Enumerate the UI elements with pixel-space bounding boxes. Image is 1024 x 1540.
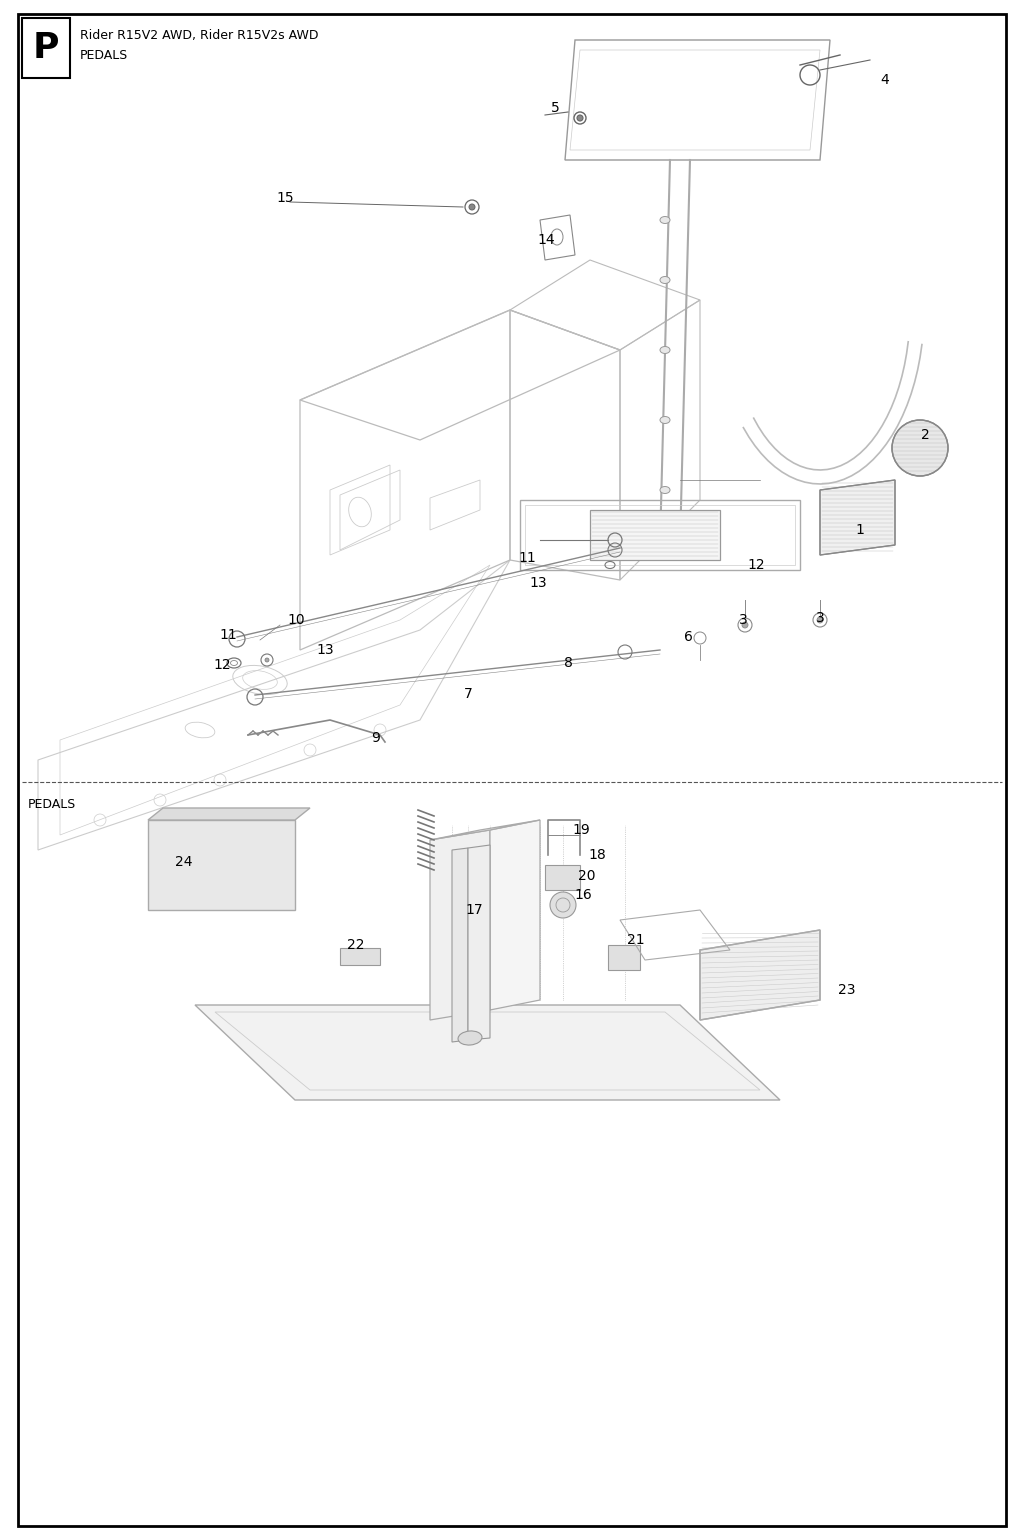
Polygon shape bbox=[468, 845, 490, 1040]
Text: 15: 15 bbox=[276, 191, 294, 205]
Text: 13: 13 bbox=[316, 644, 334, 658]
Text: 11: 11 bbox=[518, 551, 536, 565]
Text: 10: 10 bbox=[287, 613, 305, 627]
Polygon shape bbox=[590, 510, 720, 561]
Text: 7: 7 bbox=[464, 687, 472, 701]
Polygon shape bbox=[340, 949, 380, 966]
Text: 1: 1 bbox=[856, 524, 864, 537]
Text: 3: 3 bbox=[816, 611, 824, 625]
Text: 24: 24 bbox=[175, 855, 193, 869]
Text: 14: 14 bbox=[538, 233, 555, 246]
Text: 9: 9 bbox=[372, 732, 381, 745]
Text: P: P bbox=[33, 31, 59, 65]
Text: 2: 2 bbox=[921, 428, 930, 442]
Text: 21: 21 bbox=[627, 933, 645, 947]
Text: 23: 23 bbox=[839, 983, 856, 996]
Polygon shape bbox=[195, 1006, 780, 1100]
Circle shape bbox=[265, 658, 269, 662]
Circle shape bbox=[742, 622, 748, 628]
Ellipse shape bbox=[458, 1030, 482, 1046]
Text: 18: 18 bbox=[588, 849, 606, 862]
Text: 17: 17 bbox=[465, 902, 482, 916]
Text: 12: 12 bbox=[213, 658, 230, 671]
Text: PEDALS: PEDALS bbox=[80, 48, 128, 62]
Circle shape bbox=[577, 116, 583, 122]
Text: 16: 16 bbox=[574, 889, 592, 902]
Ellipse shape bbox=[550, 892, 575, 918]
Ellipse shape bbox=[660, 346, 670, 354]
Text: 6: 6 bbox=[684, 630, 692, 644]
Circle shape bbox=[817, 618, 823, 624]
Polygon shape bbox=[452, 849, 468, 1043]
Polygon shape bbox=[545, 865, 580, 890]
Bar bbox=[22, 18, 70, 79]
Polygon shape bbox=[148, 819, 295, 910]
Polygon shape bbox=[490, 819, 540, 1010]
Polygon shape bbox=[430, 819, 540, 839]
Text: 20: 20 bbox=[579, 869, 596, 882]
Text: 12: 12 bbox=[748, 557, 765, 571]
Circle shape bbox=[892, 420, 948, 476]
Ellipse shape bbox=[660, 217, 670, 223]
Text: 5: 5 bbox=[551, 102, 559, 115]
Ellipse shape bbox=[660, 277, 670, 283]
Text: 22: 22 bbox=[347, 938, 365, 952]
Text: 3: 3 bbox=[738, 613, 748, 627]
Polygon shape bbox=[148, 808, 310, 819]
Text: 8: 8 bbox=[563, 656, 572, 670]
Text: 19: 19 bbox=[572, 822, 590, 838]
Text: 11: 11 bbox=[219, 628, 237, 642]
Polygon shape bbox=[608, 946, 640, 970]
Ellipse shape bbox=[660, 416, 670, 424]
Polygon shape bbox=[700, 930, 820, 1019]
Text: Rider R15V2 AWD, Rider R15V2s AWD: Rider R15V2 AWD, Rider R15V2s AWD bbox=[80, 29, 318, 42]
Text: PEDALS: PEDALS bbox=[28, 798, 76, 810]
Circle shape bbox=[469, 203, 475, 209]
Polygon shape bbox=[430, 830, 490, 1019]
Polygon shape bbox=[820, 480, 895, 554]
Text: 4: 4 bbox=[881, 72, 890, 86]
Ellipse shape bbox=[660, 487, 670, 493]
Text: 13: 13 bbox=[529, 576, 547, 590]
